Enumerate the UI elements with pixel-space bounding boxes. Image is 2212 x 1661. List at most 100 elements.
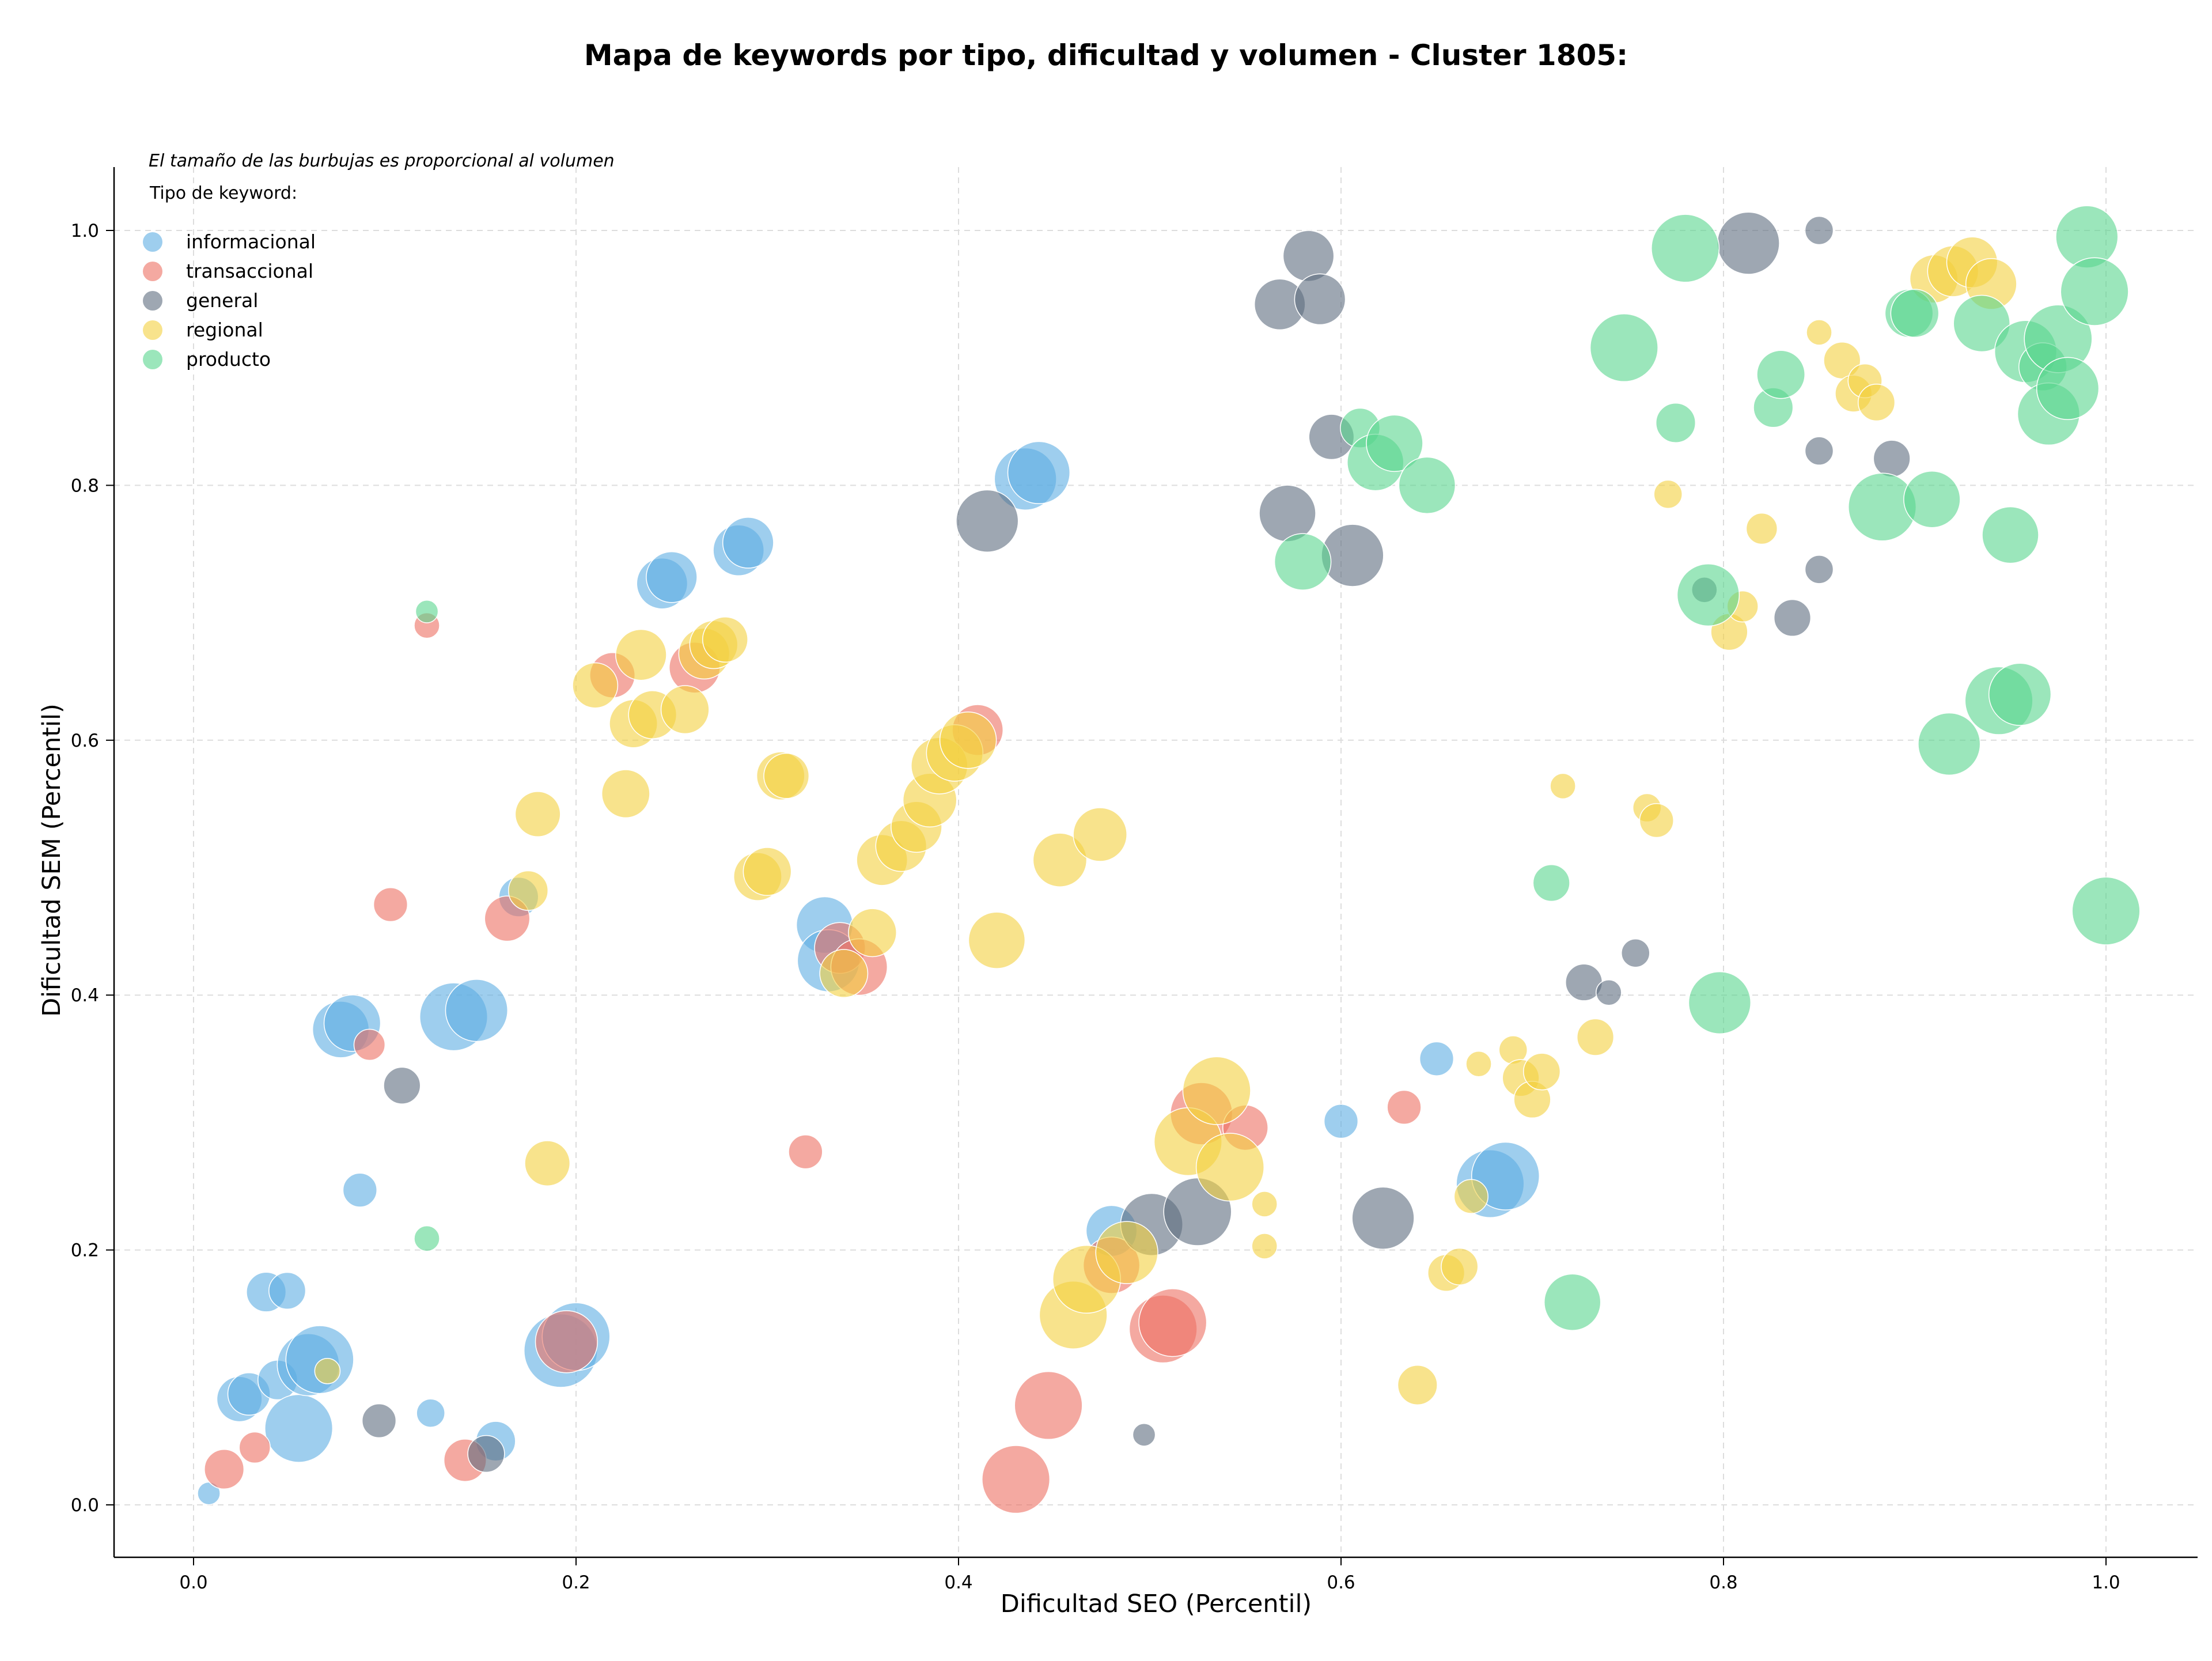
legend-marker-producto [143,350,162,369]
bubble-transaccional [1387,1089,1422,1125]
bubble-regional [763,752,810,799]
chart-title: Mapa de keywords por tipo, dificultad y … [584,39,1628,72]
bubble-producto [1688,971,1752,1035]
bubble-producto [1532,864,1570,902]
bubble-regional [1095,1221,1158,1284]
bubble-producto [1543,1273,1601,1331]
axes: 0.0 0.2 0.4 0.6 0.8 1.0 0.0 0.2 0.4 0.6 0.8 1.0 [71,167,2198,1593]
bubble-regional [601,769,650,819]
bubble-informacional [1419,1041,1455,1076]
legend-marker-general [143,291,162,311]
bubble-regional [1453,1179,1488,1214]
bubble-general [1717,211,1780,275]
x-tick-label: 1.0 [2092,1572,2120,1593]
bubble-regional [507,870,549,911]
bubble-general [1804,215,1834,245]
bubble-regional [1251,1233,1278,1259]
bubble-transaccional [353,1028,386,1061]
bubble-informacional [264,1394,334,1463]
bubble-informacional [646,551,698,603]
bubble-transaccional [373,887,408,922]
legend-marker-transaccional [143,262,162,281]
legend-label-informacional: informacional [186,230,316,253]
bubble-general [1596,979,1622,1006]
bubble-regional [314,1357,341,1384]
bubble-producto [1274,533,1332,591]
x-tick-label: 0.6 [1327,1572,1355,1593]
bubble-regional [1523,1053,1561,1091]
bubble-general [1621,938,1650,968]
bubble-transaccional [1138,1288,1207,1357]
bubble-transaccional [788,1134,823,1170]
bubble-producto [1890,289,1940,338]
y-tick-label: 0.4 [71,985,99,1006]
bubble-transaccional [238,1431,271,1464]
bubble-general [1773,599,1812,637]
y-tick-label: 1.0 [71,221,99,241]
bubble-regional [1653,479,1683,509]
x-tick-label: 0.4 [944,1572,972,1593]
bubble-informacional [445,979,509,1042]
legend-label-general: general [186,289,258,312]
bubble-general [1294,273,1346,326]
bubble-producto [1676,563,1740,627]
bubble-producto [1988,663,2052,726]
series-general [361,211,1911,1473]
bubble-regional [939,712,997,769]
bubble-transaccional [535,1310,599,1374]
size-note: El tamaño de las burbujas es proporciona… [149,151,615,171]
bubble-general [1873,440,1911,478]
bubble-producto [1918,712,1981,776]
bubble-regional [1032,833,1088,888]
bubble-transaccional [204,1449,245,1490]
x-tick-label: 0.8 [1709,1572,1737,1593]
bubble-producto [1651,214,1720,283]
bubble-producto [1366,414,1423,472]
legend: El tamaño de las burbujas es proporciona… [143,151,615,370]
data-points [197,205,2141,1514]
bubble-informacional [1323,1104,1359,1139]
bubble-producto [2060,257,2129,326]
bubble-regional [1745,512,1778,545]
bubble-regional [1858,384,1896,422]
bubble-regional [1441,1247,1479,1285]
legend-title: Tipo de keyword: [149,183,297,203]
legend-marker-informacional [143,232,162,252]
bubble-regional [848,908,897,958]
bubble-producto [1982,506,2039,564]
bubble-general [361,1403,397,1439]
legend-label-regional: regional [186,319,263,341]
series-regional [314,236,2017,1406]
bubble-regional [968,911,1026,969]
bubble-producto [1903,470,1961,528]
bubble-transaccional [1014,1371,1083,1440]
bubble-regional [702,616,748,663]
y-axis-label: Dificultad SEM (Percentil) [37,703,66,1017]
series-transaccional [204,612,1422,1514]
bubble-producto [414,1225,440,1252]
bubble-general [1282,230,1335,282]
bubble-producto [2071,876,2141,945]
bubble-producto [1398,456,1456,514]
bubble-regional [1639,803,1674,838]
bubble-regional [1397,1365,1438,1406]
bubble-regional [819,949,869,998]
x-axis-label: Dificultad SEO (Percentil) [1001,1590,1312,1618]
bubble-regional [1465,1050,1492,1077]
bubble-informacional [1471,1141,1540,1210]
bubble-regional [1073,807,1127,862]
bubble-informacional [342,1172,377,1208]
bubble-general [1259,485,1316,542]
y-tick-label: 0.0 [71,1495,99,1516]
bubble-regional [660,685,710,735]
legend-label-producto: producto [186,348,271,370]
bubble-regional [572,662,619,709]
legend-marker-regional [143,320,162,340]
bubble-general [956,489,1019,553]
bubble-informacional [1007,441,1071,504]
bubble-informacional [268,1272,306,1310]
bubble-general [1804,555,1834,584]
legend-label-transaccional: transaccional [186,260,313,282]
y-tick-label: 0.8 [71,475,99,496]
